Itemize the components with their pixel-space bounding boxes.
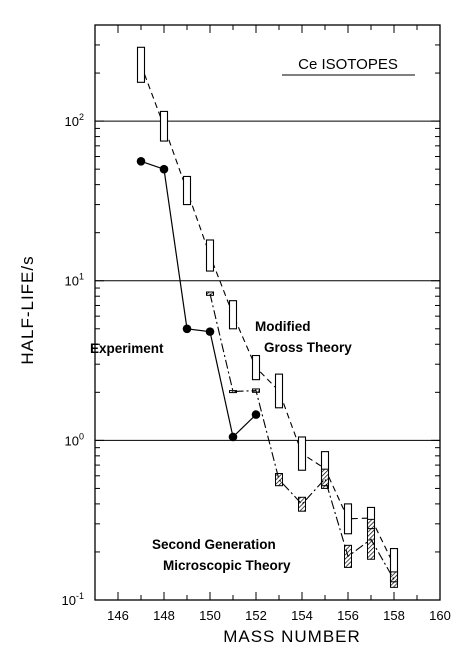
- gross-theory-bar: [228, 300, 238, 330]
- gross-theory-bar: [297, 436, 307, 471]
- experiment-point: [251, 410, 261, 419]
- experiment-point: [159, 164, 169, 174]
- microscopic-theory-series: [206, 291, 398, 588]
- gross-theory-bar: [159, 110, 169, 142]
- y-tick-label: 100: [65, 431, 84, 448]
- microscopic-theory-line: [209, 293, 395, 580]
- experiment-point: [182, 324, 192, 334]
- x-tick-label: 150: [199, 608, 221, 623]
- microscopic-theory-bar: [344, 544, 352, 568]
- modified-gross-theory-series: [136, 46, 399, 583]
- gross-theory-bar: [343, 503, 353, 535]
- microscopic-theory-bar: [229, 390, 237, 394]
- y-tick-label: 101: [65, 272, 84, 289]
- microscopic-theory-bar: [206, 291, 214, 296]
- axis-tick-labels: 146 148 150 152 154 156 158 160 10-1 100 101 102: [62, 112, 451, 623]
- gross-theory-bar: [274, 373, 284, 409]
- plot-frame: [94, 24, 441, 601]
- microscopic-theory-bar: [321, 468, 329, 489]
- x-tick-label: 154: [291, 608, 313, 623]
- chart-title: Ce ISOTOPES: [298, 56, 398, 73]
- experiment-point: [228, 432, 238, 442]
- microscopic-theory-bar: [252, 388, 260, 393]
- x-axis-title: MASS NUMBER: [223, 627, 361, 646]
- microscopic-theory-bar: [275, 473, 283, 487]
- experiment-point: [136, 157, 146, 166]
- x-tick-label: 148: [153, 608, 175, 623]
- annotation-experiment: Experiment: [90, 341, 164, 356]
- microscopic-theory-bar: [390, 571, 398, 588]
- microscopic-theory-bar: [298, 496, 306, 512]
- gross-theory-line: [140, 64, 395, 566]
- experiment-line: [140, 160, 257, 439]
- y-tick-label: 10-1: [62, 591, 84, 608]
- x-tick-label: 152: [245, 608, 267, 623]
- annotation-micro-line1: Second Generation: [152, 537, 276, 552]
- reference-lines: [95, 120, 440, 441]
- x-tick-label: 146: [107, 608, 129, 623]
- y-tick-label: 102: [65, 112, 84, 129]
- experiment-point: [205, 327, 215, 336]
- x-tick-label: 156: [337, 608, 359, 623]
- axis-ticks: [95, 24, 441, 601]
- annotation-gross-line2: Gross Theory: [264, 340, 352, 355]
- y-axis-title: HALF-LIFE/s: [18, 255, 37, 364]
- experiment-series: [136, 157, 261, 442]
- x-tick-label: 158: [383, 608, 405, 623]
- gross-theory-bar: [182, 175, 192, 206]
- microscopic-theory-bar: [367, 518, 375, 560]
- gross-theory-bar: [205, 239, 215, 272]
- gross-theory-bar: [251, 354, 261, 381]
- annotation-micro-line2: Microscopic Theory: [163, 558, 291, 573]
- x-tick-label: 160: [429, 608, 451, 623]
- gross-theory-bar: [136, 46, 146, 83]
- annotation-gross-line1: Modified: [255, 319, 311, 334]
